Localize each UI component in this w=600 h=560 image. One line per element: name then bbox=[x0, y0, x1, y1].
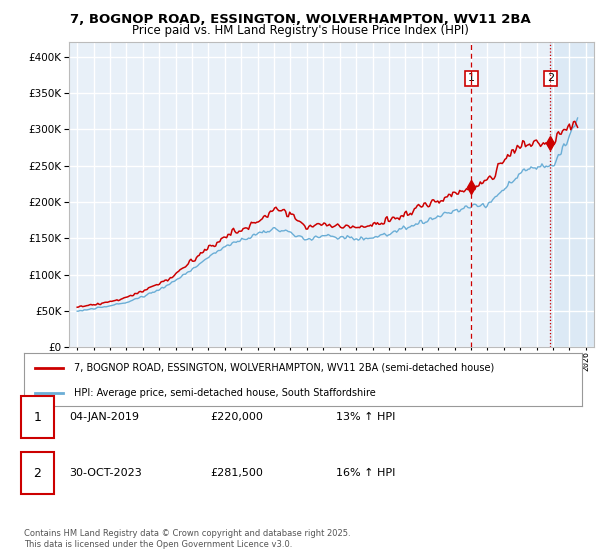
Text: 1: 1 bbox=[33, 410, 41, 424]
Text: 2: 2 bbox=[33, 466, 41, 480]
Text: Contains HM Land Registry data © Crown copyright and database right 2025.
This d: Contains HM Land Registry data © Crown c… bbox=[24, 529, 350, 549]
Text: £220,000: £220,000 bbox=[210, 412, 263, 422]
Bar bbox=[550, 42, 594, 347]
Text: 7, BOGNOP ROAD, ESSINGTON, WOLVERHAMPTON, WV11 2BA (semi-detached house): 7, BOGNOP ROAD, ESSINGTON, WOLVERHAMPTON… bbox=[74, 363, 494, 373]
Text: Price paid vs. HM Land Registry's House Price Index (HPI): Price paid vs. HM Land Registry's House … bbox=[131, 24, 469, 38]
Text: 13% ↑ HPI: 13% ↑ HPI bbox=[336, 412, 395, 422]
Text: 1: 1 bbox=[468, 73, 475, 83]
Text: 7, BOGNOP ROAD, ESSINGTON, WOLVERHAMPTON, WV11 2BA: 7, BOGNOP ROAD, ESSINGTON, WOLVERHAMPTON… bbox=[70, 13, 530, 26]
Text: 04-JAN-2019: 04-JAN-2019 bbox=[69, 412, 139, 422]
Text: 30-OCT-2023: 30-OCT-2023 bbox=[69, 468, 142, 478]
Text: £281,500: £281,500 bbox=[210, 468, 263, 478]
Text: 2: 2 bbox=[547, 73, 554, 83]
Text: HPI: Average price, semi-detached house, South Staffordshire: HPI: Average price, semi-detached house,… bbox=[74, 388, 376, 398]
Text: 16% ↑ HPI: 16% ↑ HPI bbox=[336, 468, 395, 478]
